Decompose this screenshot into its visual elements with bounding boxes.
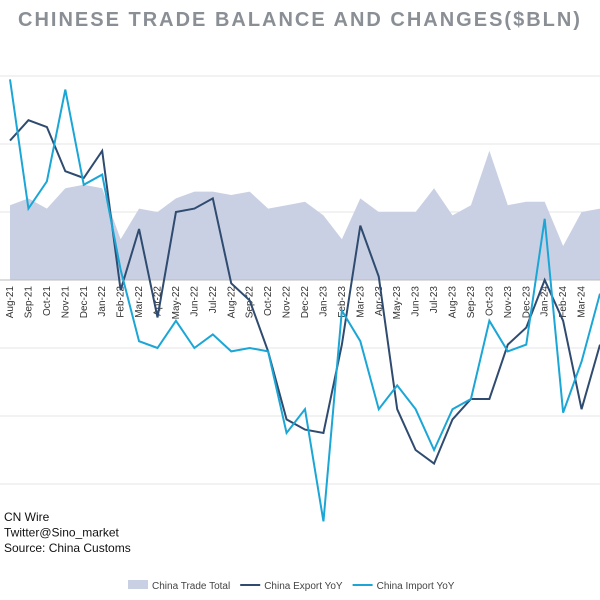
x-tick-label: Mar-23	[355, 286, 366, 318]
annotation: CN Wire	[4, 510, 50, 524]
legend-label: China Import YoY	[377, 581, 455, 592]
x-tick-label: Feb-23	[337, 286, 348, 318]
x-tick-label: Mar-24	[577, 286, 588, 318]
x-tick-label: Jun-22	[189, 286, 200, 317]
x-tick-label: Apr-22	[153, 286, 164, 316]
chart-title: CHINESE TRADE BALANCE AND CHANGES($BLN)	[18, 9, 582, 31]
x-tick-label: Aug-21	[5, 286, 16, 319]
x-tick-label: Jul-23	[429, 286, 440, 314]
legend-label: China Trade Total	[152, 581, 230, 592]
x-tick-label: Jun-23	[411, 286, 422, 317]
x-tick-label: Jan-24	[540, 286, 551, 317]
x-tick-label: Jul-22	[208, 286, 219, 314]
x-tick-label: Dec-22	[300, 286, 311, 319]
x-tick-label: Apr-23	[374, 286, 385, 316]
x-tick-label: Oct-23	[484, 286, 495, 316]
line	[9, 119, 600, 466]
annotation: Source: China Customs	[4, 541, 131, 555]
x-tick-label: Aug-22	[226, 286, 237, 319]
x-tick-label: Sep-23	[466, 286, 477, 319]
legend-swatch	[128, 580, 148, 589]
x-tick-label: Aug-23	[448, 286, 459, 319]
x-tick-label: Feb-22	[116, 286, 127, 318]
x-tick-label: Oct-21	[42, 286, 53, 316]
x-tick-label: May-23	[392, 286, 403, 320]
x-tick-label: Nov-23	[503, 286, 514, 319]
annotation: Twitter@Sino_market	[4, 526, 120, 540]
x-tick-label: Jan-22	[97, 286, 108, 317]
x-tick-label: Feb-24	[558, 286, 569, 318]
x-tick-label: Nov-21	[60, 286, 71, 319]
x-tick-label: Nov-22	[282, 286, 293, 319]
x-tick-label: Mar-22	[134, 286, 145, 318]
legend-label: China Export YoY	[264, 581, 343, 592]
x-tick-label: Oct-22	[263, 286, 274, 316]
line	[9, 79, 600, 522]
x-tick-label: Jan-23	[318, 286, 329, 317]
x-tick-label: Sep-21	[23, 286, 34, 319]
x-tick-label: May-22	[171, 286, 182, 320]
x-tick-label: Dec-23	[521, 286, 532, 319]
x-tick-label: Dec-21	[79, 286, 90, 319]
area	[10, 150, 600, 280]
